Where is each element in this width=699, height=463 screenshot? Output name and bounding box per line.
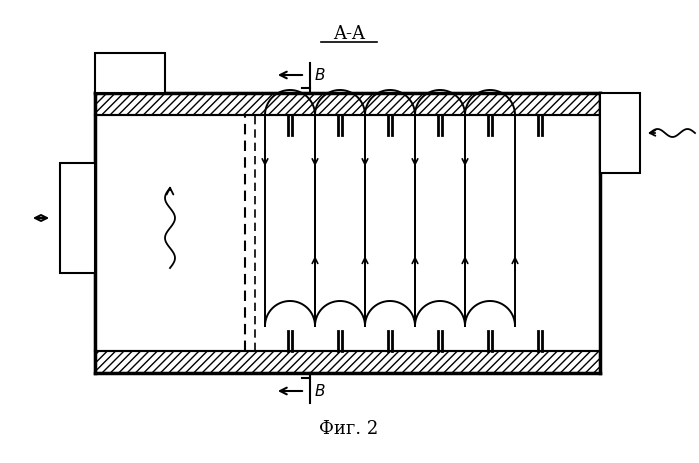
Bar — [95, 351, 600, 373]
Text: Фиг. 2: Фиг. 2 — [319, 419, 379, 437]
Bar — [60, 163, 95, 274]
Bar — [95, 54, 165, 94]
Text: B: B — [315, 384, 326, 399]
Text: A-A: A-A — [333, 25, 365, 43]
Bar — [95, 94, 600, 116]
Text: B: B — [315, 69, 326, 83]
Bar — [600, 94, 640, 174]
